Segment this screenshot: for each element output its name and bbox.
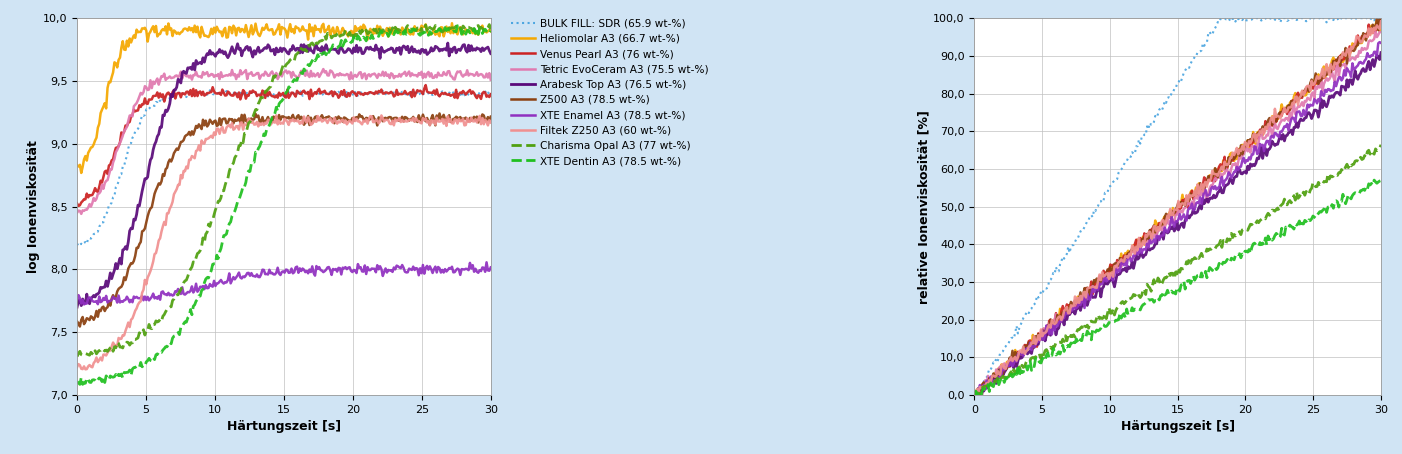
Y-axis label: log Ionenviskosität: log Ionenviskosität [27, 140, 41, 273]
Legend: BULK FILL: SDR (65.9 wt-%), Heliomolar A3 (66.7 wt-%), Venus Pearl A3 (76 wt-%),: BULK FILL: SDR (65.9 wt-%), Heliomolar A… [508, 15, 712, 170]
Y-axis label: relative Ionenviskosität [%]: relative Ionenviskosität [%] [917, 109, 931, 304]
X-axis label: Härtungszeit [s]: Härtungszeit [s] [227, 420, 341, 433]
X-axis label: Härtungszeit [s]: Härtungszeit [s] [1120, 420, 1235, 433]
